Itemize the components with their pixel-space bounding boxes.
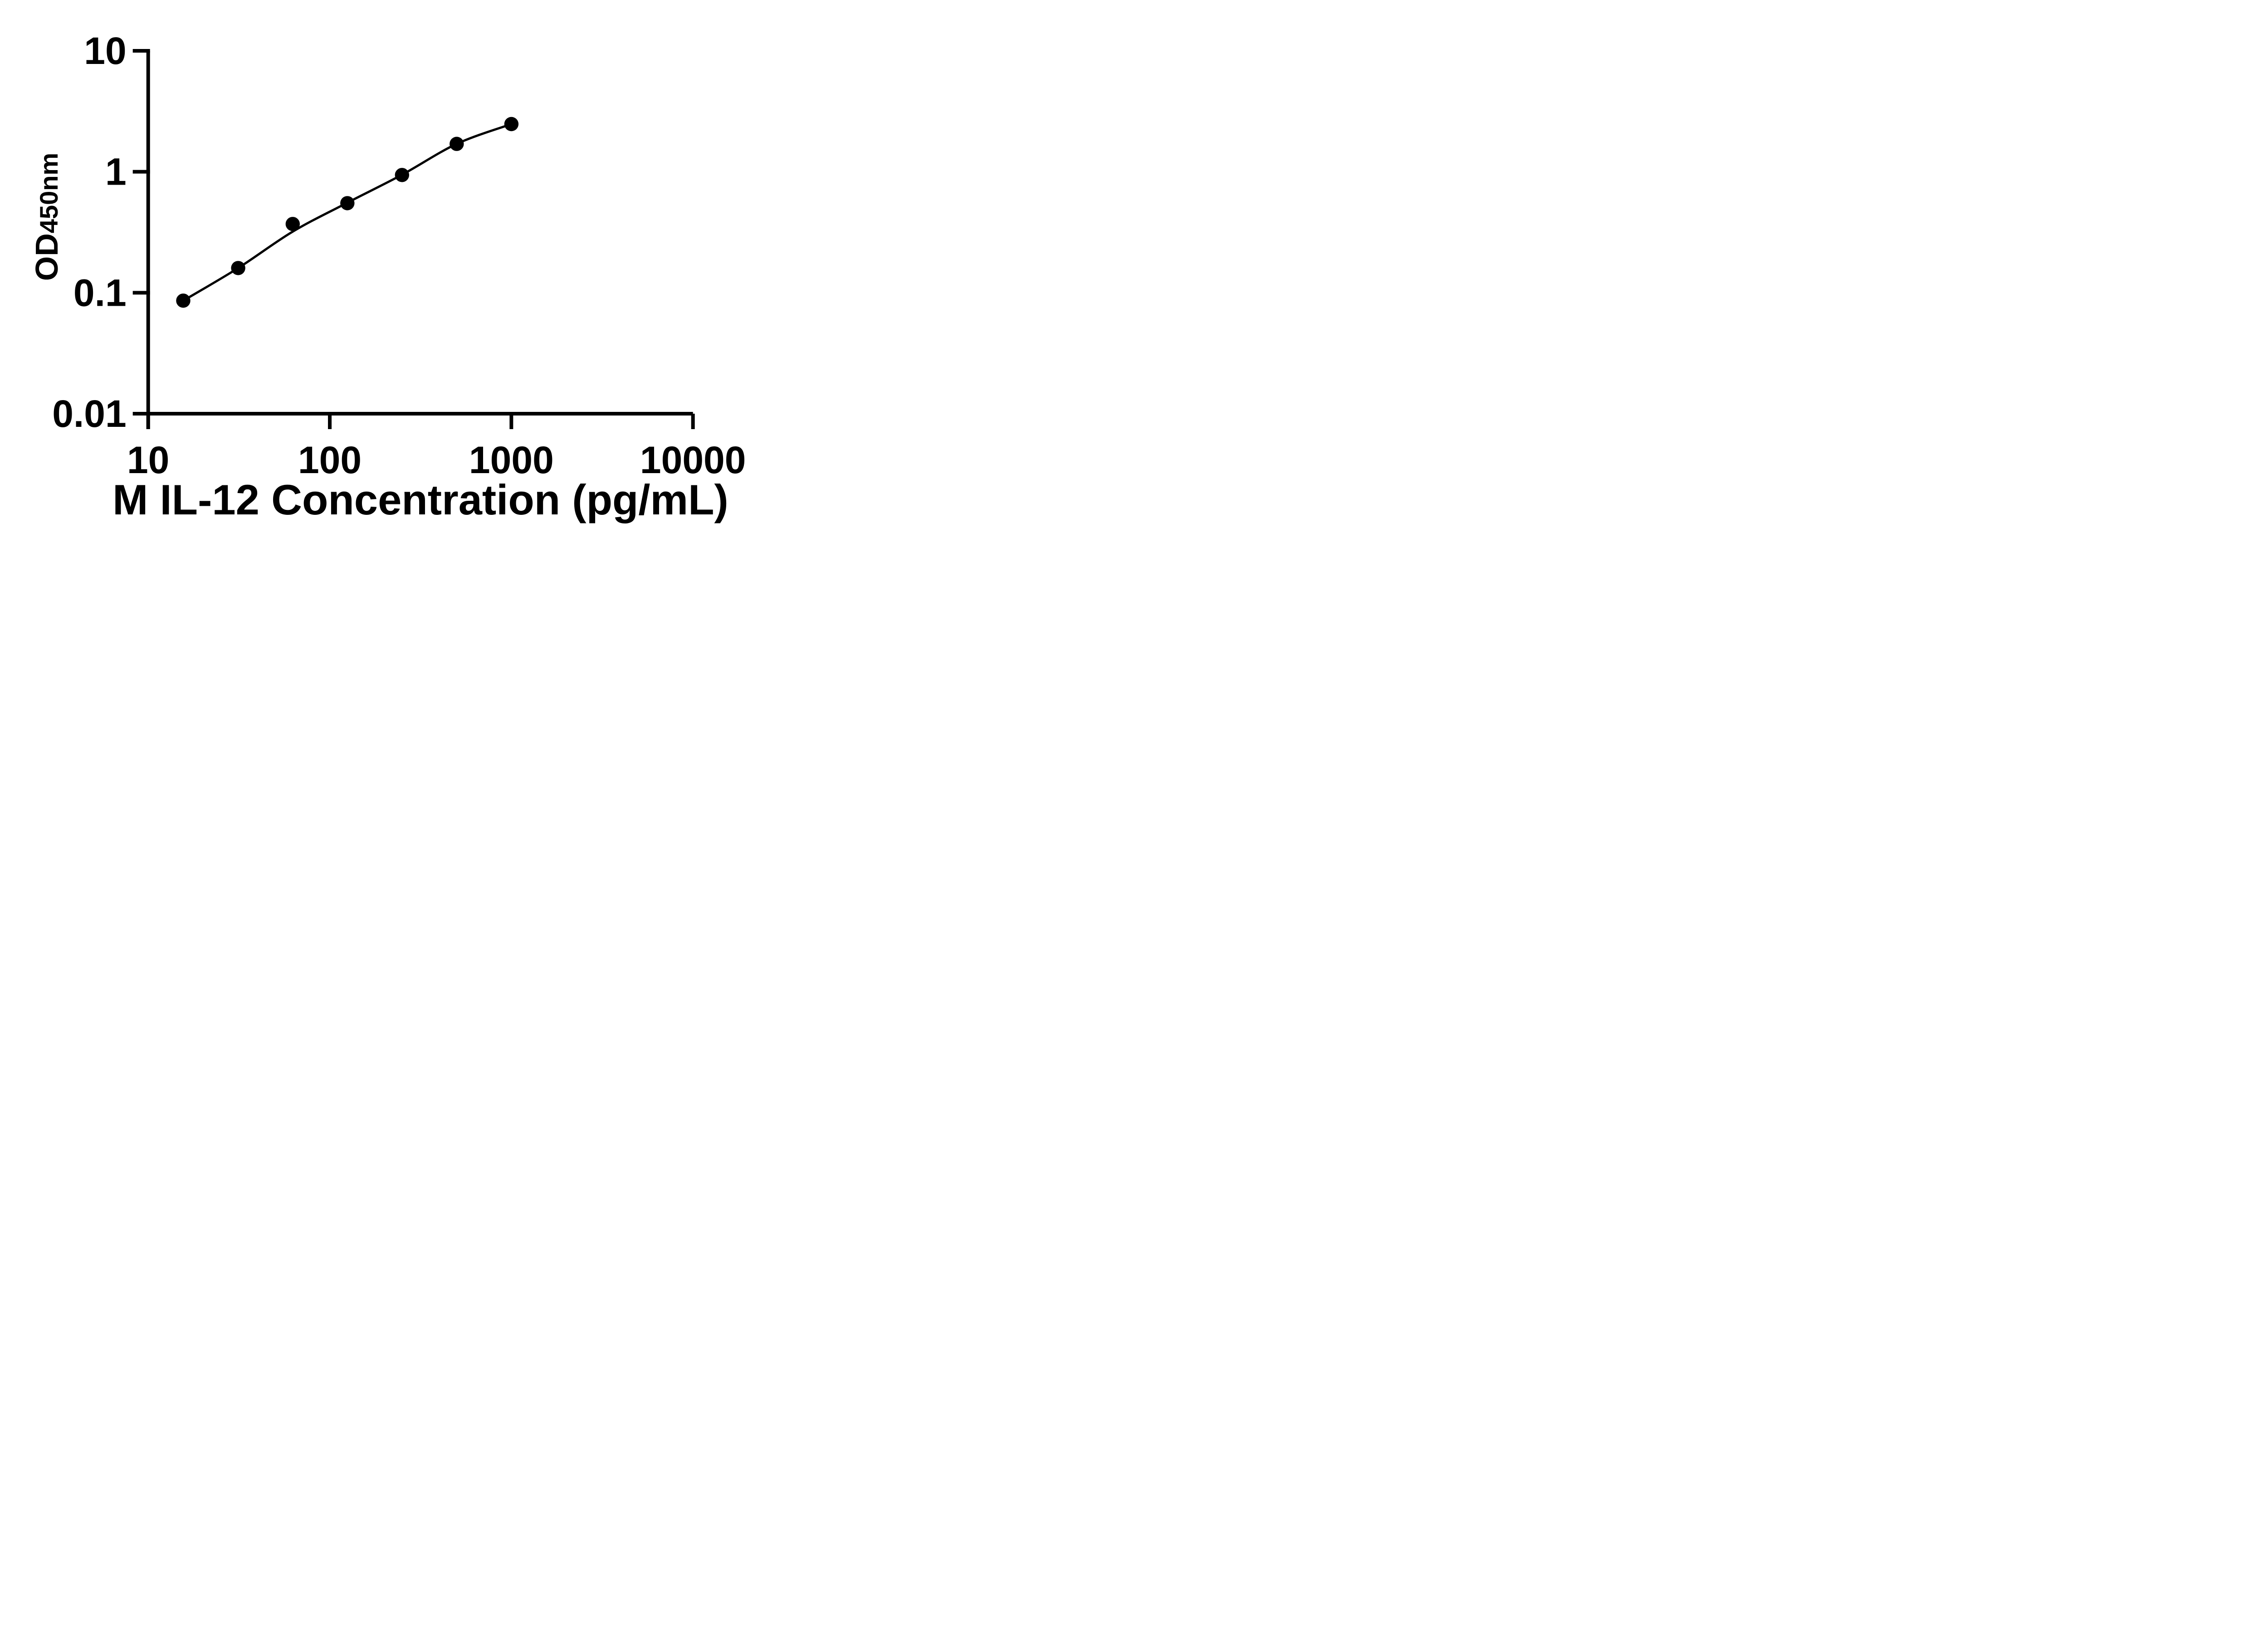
data-point	[395, 168, 409, 182]
data-point	[285, 217, 300, 231]
y-axis-title: OD450nm	[29, 153, 65, 281]
x-tick-label: 100	[298, 439, 362, 481]
x-tick-label: 10000	[640, 439, 746, 481]
fit-curve	[182, 123, 512, 302]
y-tick-label: 10	[84, 29, 126, 72]
y-tick-label: 0.01	[52, 392, 127, 435]
y-axis-title-sub: 450nm	[34, 152, 63, 234]
y-tick-label: 0.1	[73, 271, 127, 314]
data-point	[340, 196, 355, 210]
data-point	[450, 137, 464, 151]
data-point	[176, 293, 191, 308]
data-point	[504, 117, 519, 132]
y-axis-title-main: OD	[29, 233, 64, 281]
elisa-standard-curve-figure: 10 1 0.1 0.01 10 100 1000 10000 OD450nm M IL-12…	[0, 0, 776, 544]
y-tick-label: 1	[105, 151, 127, 193]
data-point	[231, 261, 245, 275]
x-axis-title: M IL-12 Concentration (pg/mL)	[112, 476, 728, 523]
x-tick-label: 10	[127, 439, 169, 481]
x-tick-label: 1000	[469, 439, 554, 481]
